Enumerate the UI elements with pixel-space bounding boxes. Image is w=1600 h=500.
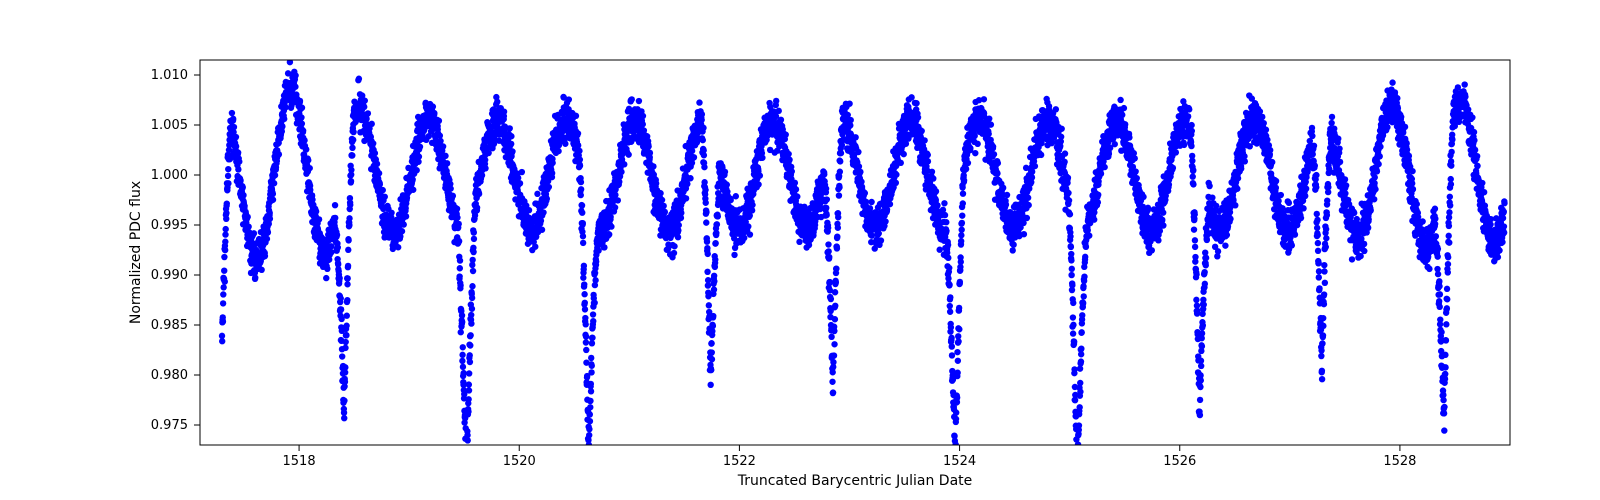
y-axis-label: Normalized PDC flux <box>128 181 144 324</box>
x-tick-label: 1518 <box>283 454 316 469</box>
y-tick-label: 0.995 <box>151 218 188 233</box>
axes-bg <box>200 60 1510 445</box>
x-tick-label: 1526 <box>1163 454 1196 469</box>
x-tick-label: 1522 <box>723 454 756 469</box>
y-tick-label: 1.005 <box>151 118 188 133</box>
y-tick-label: 0.985 <box>151 318 188 333</box>
scatter-chart: 1518 1520 1522 1524 1526 1528 0.975 0.980 0.985 0… <box>0 0 1600 500</box>
y-tick-label: 0.975 <box>151 418 188 433</box>
y-tick-label: 1.010 <box>151 68 188 83</box>
y-tick-label: 1.000 <box>151 168 188 183</box>
y-tick-label: 0.990 <box>151 268 188 283</box>
x-tick-label: 1524 <box>943 454 976 469</box>
x-tick-label: 1520 <box>503 454 536 469</box>
chart-svg: 1518 1520 1522 1524 1526 1528 0.975 0.980 0.985 0… <box>0 0 1600 500</box>
y-tick-label: 0.980 <box>151 368 188 383</box>
x-axis-label: Truncated Barycentric Julian Date <box>737 473 973 489</box>
x-tick-label: 1528 <box>1383 454 1416 469</box>
